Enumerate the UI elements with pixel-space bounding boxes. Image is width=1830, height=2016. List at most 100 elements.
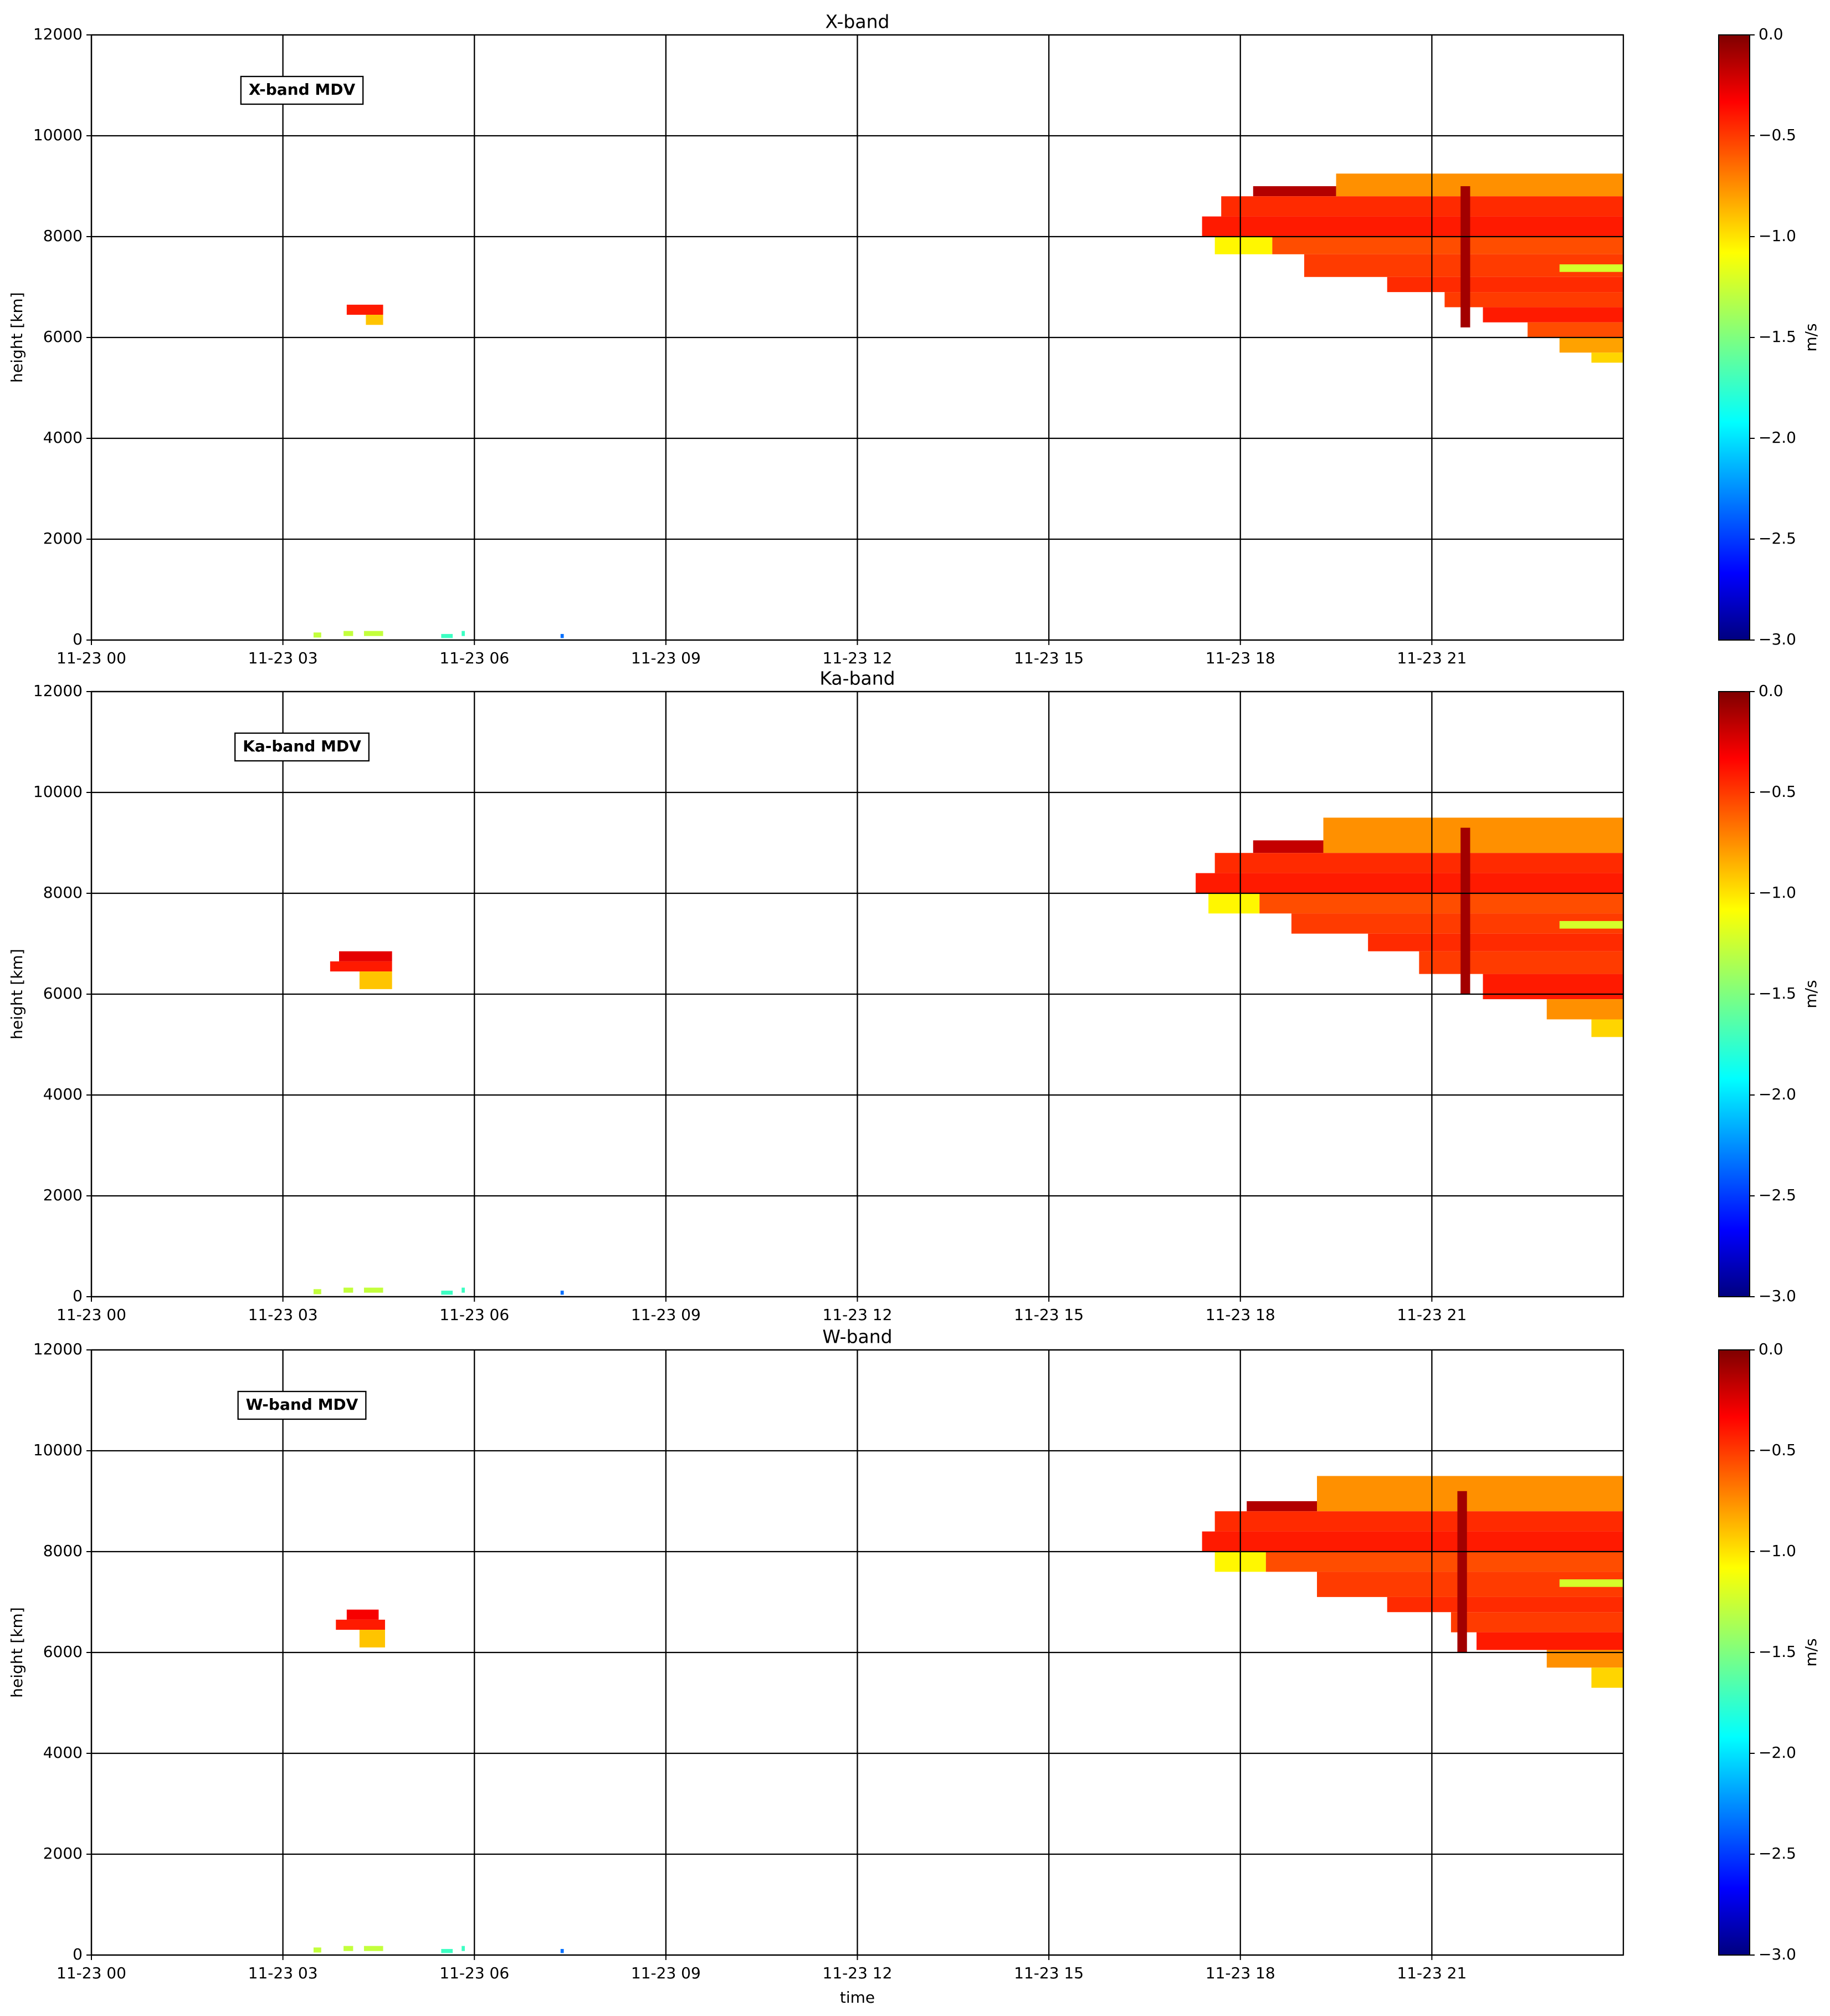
heatmap-cell: [1591, 1019, 1623, 1037]
annotation-box: [240, 75, 364, 105]
y-tick-label: 2000: [43, 1186, 83, 1204]
colorbar-tick-label: −1.0: [1759, 883, 1796, 902]
colorbar-tick-label: −2.0: [1759, 1085, 1796, 1103]
heatmap-cell: [1202, 216, 1623, 237]
annotation-box: [234, 732, 370, 762]
heatmap-cell: [1527, 322, 1623, 337]
y-tick-label: 4000: [43, 1085, 83, 1103]
heatmap-cell: [1460, 186, 1470, 328]
annotation-box: [237, 1390, 367, 1420]
heatmap-cell: [1559, 337, 1623, 353]
colorbar-tick-label: −1.5: [1759, 984, 1796, 1002]
y-tick-label: 12000: [33, 25, 83, 43]
y-tick-label: 0: [73, 630, 83, 648]
heatmap-cell: [1450, 1612, 1623, 1633]
colorbar-tick-label: −1.5: [1759, 1643, 1796, 1661]
x-tick-label: 11-23 03: [248, 649, 318, 667]
x-tick-label: 11-23 18: [1206, 1964, 1275, 1982]
heatmap-cell: [313, 1947, 321, 1953]
y-tick-label: 8000: [43, 227, 83, 245]
heatmap-cell: [462, 1287, 465, 1293]
chart-title: W-band: [822, 1326, 892, 1348]
plot-frame: [90, 1349, 1624, 1956]
x-tick-label: 11-23 09: [631, 1964, 701, 1982]
heatmap-cell: [560, 1291, 564, 1295]
heatmap-cell: [1591, 1667, 1623, 1688]
annotation: X-band MDV: [249, 80, 356, 99]
heatmap-cell: [344, 1287, 353, 1293]
heatmap-cell: [1477, 1632, 1623, 1650]
heatmap-cell: [1336, 173, 1623, 197]
y-tick-label: 2000: [43, 529, 83, 548]
colorbar-label: m/s: [1802, 980, 1820, 1008]
heatmap-cell: [1253, 840, 1324, 853]
heatmap-cell: [346, 304, 383, 315]
y-tick-label: 10000: [33, 126, 83, 144]
colorbar-tick-label: −1.5: [1759, 328, 1796, 346]
heatmap-cell: [1221, 196, 1623, 217]
colorbar: [1718, 691, 1750, 1297]
x-tick-label: 11-23 15: [1014, 1964, 1084, 1982]
y-tick-label: 12000: [33, 1340, 83, 1358]
colorbar-tick-label: −3.0: [1759, 630, 1796, 648]
x-tick-label: 11-23 06: [439, 1306, 509, 1324]
x-tick-label: 11-23 12: [823, 649, 893, 667]
plot-frame: [90, 690, 1624, 1298]
colorbar-tick-label: −1.0: [1759, 227, 1796, 245]
heatmap-cell: [441, 634, 453, 638]
heatmap-cell: [1387, 1597, 1623, 1613]
x-tick-label: 11-23 00: [57, 649, 126, 667]
heatmap-cell: [1546, 999, 1623, 1020]
x-tick-label: 11-23 18: [1206, 1306, 1275, 1324]
x-tick-label: 11-23 00: [57, 1306, 126, 1324]
colorbar-tick-label: −2.5: [1759, 1844, 1796, 1863]
heatmap-cell: [1559, 1579, 1623, 1587]
colorbar-tick-label: −2.5: [1759, 529, 1796, 548]
y-tick-label: 4000: [43, 428, 83, 447]
colorbar-tick-label: 0.0: [1759, 1340, 1783, 1358]
heatmap-cell: [462, 1946, 465, 1951]
heatmap-cell: [1323, 817, 1623, 853]
heatmap-cell: [363, 631, 383, 636]
heatmap-cell: [1460, 827, 1470, 994]
x-tick-label: 11-23 12: [823, 1306, 893, 1324]
x-tick-label: 11-23 21: [1397, 1306, 1467, 1324]
heatmap-cell: [1208, 893, 1260, 914]
heatmap-cell: [366, 315, 383, 325]
heatmap-cell: [313, 1289, 321, 1294]
y-tick-label: 6000: [43, 1643, 83, 1661]
colorbar-label: m/s: [1802, 1638, 1820, 1666]
heatmap-cells: [313, 173, 1623, 638]
heatmap-cell: [1559, 921, 1623, 929]
x-tick-label: 11-23 21: [1397, 1964, 1467, 1982]
y-tick-label: 12000: [33, 682, 83, 700]
colorbar-tick-label: −3.0: [1759, 1287, 1796, 1305]
heatmap-cell: [1196, 873, 1623, 893]
heatmap-cell: [1247, 1501, 1317, 1512]
heatmap-cell: [1483, 974, 1623, 1000]
heatmap-cell: [1265, 1552, 1623, 1572]
x-tick-label: 11-23 06: [439, 649, 509, 667]
x-tick-label: 11-23 09: [631, 649, 701, 667]
colorbar: [1718, 1349, 1750, 1956]
y-tick-label: 6000: [43, 984, 83, 1002]
y-tick-label: 0: [73, 1287, 83, 1305]
colorbar-tick-label: −0.5: [1759, 126, 1796, 144]
annotation: W-band MDV: [246, 1395, 358, 1414]
heatmap-cell: [330, 961, 392, 972]
heatmap-cell: [1559, 264, 1623, 272]
heatmap-cell: [363, 1946, 383, 1951]
heatmap-cell: [1214, 1511, 1623, 1532]
plot-frame: [90, 34, 1624, 641]
y-tick-label: 10000: [33, 782, 83, 801]
heatmap-cell: [1317, 1476, 1623, 1512]
x-axis-label: time: [840, 1988, 875, 2007]
x-tick-label: 11-23 03: [248, 1964, 318, 1982]
chart-title: X-band: [826, 11, 890, 33]
heatmap-cell: [1214, 853, 1623, 873]
colorbar-tick-label: −0.5: [1759, 1441, 1796, 1459]
x-tick-label: 11-23 15: [1014, 649, 1084, 667]
heatmap-cell: [1444, 292, 1623, 308]
colorbar-tick-label: −2.0: [1759, 1743, 1796, 1762]
